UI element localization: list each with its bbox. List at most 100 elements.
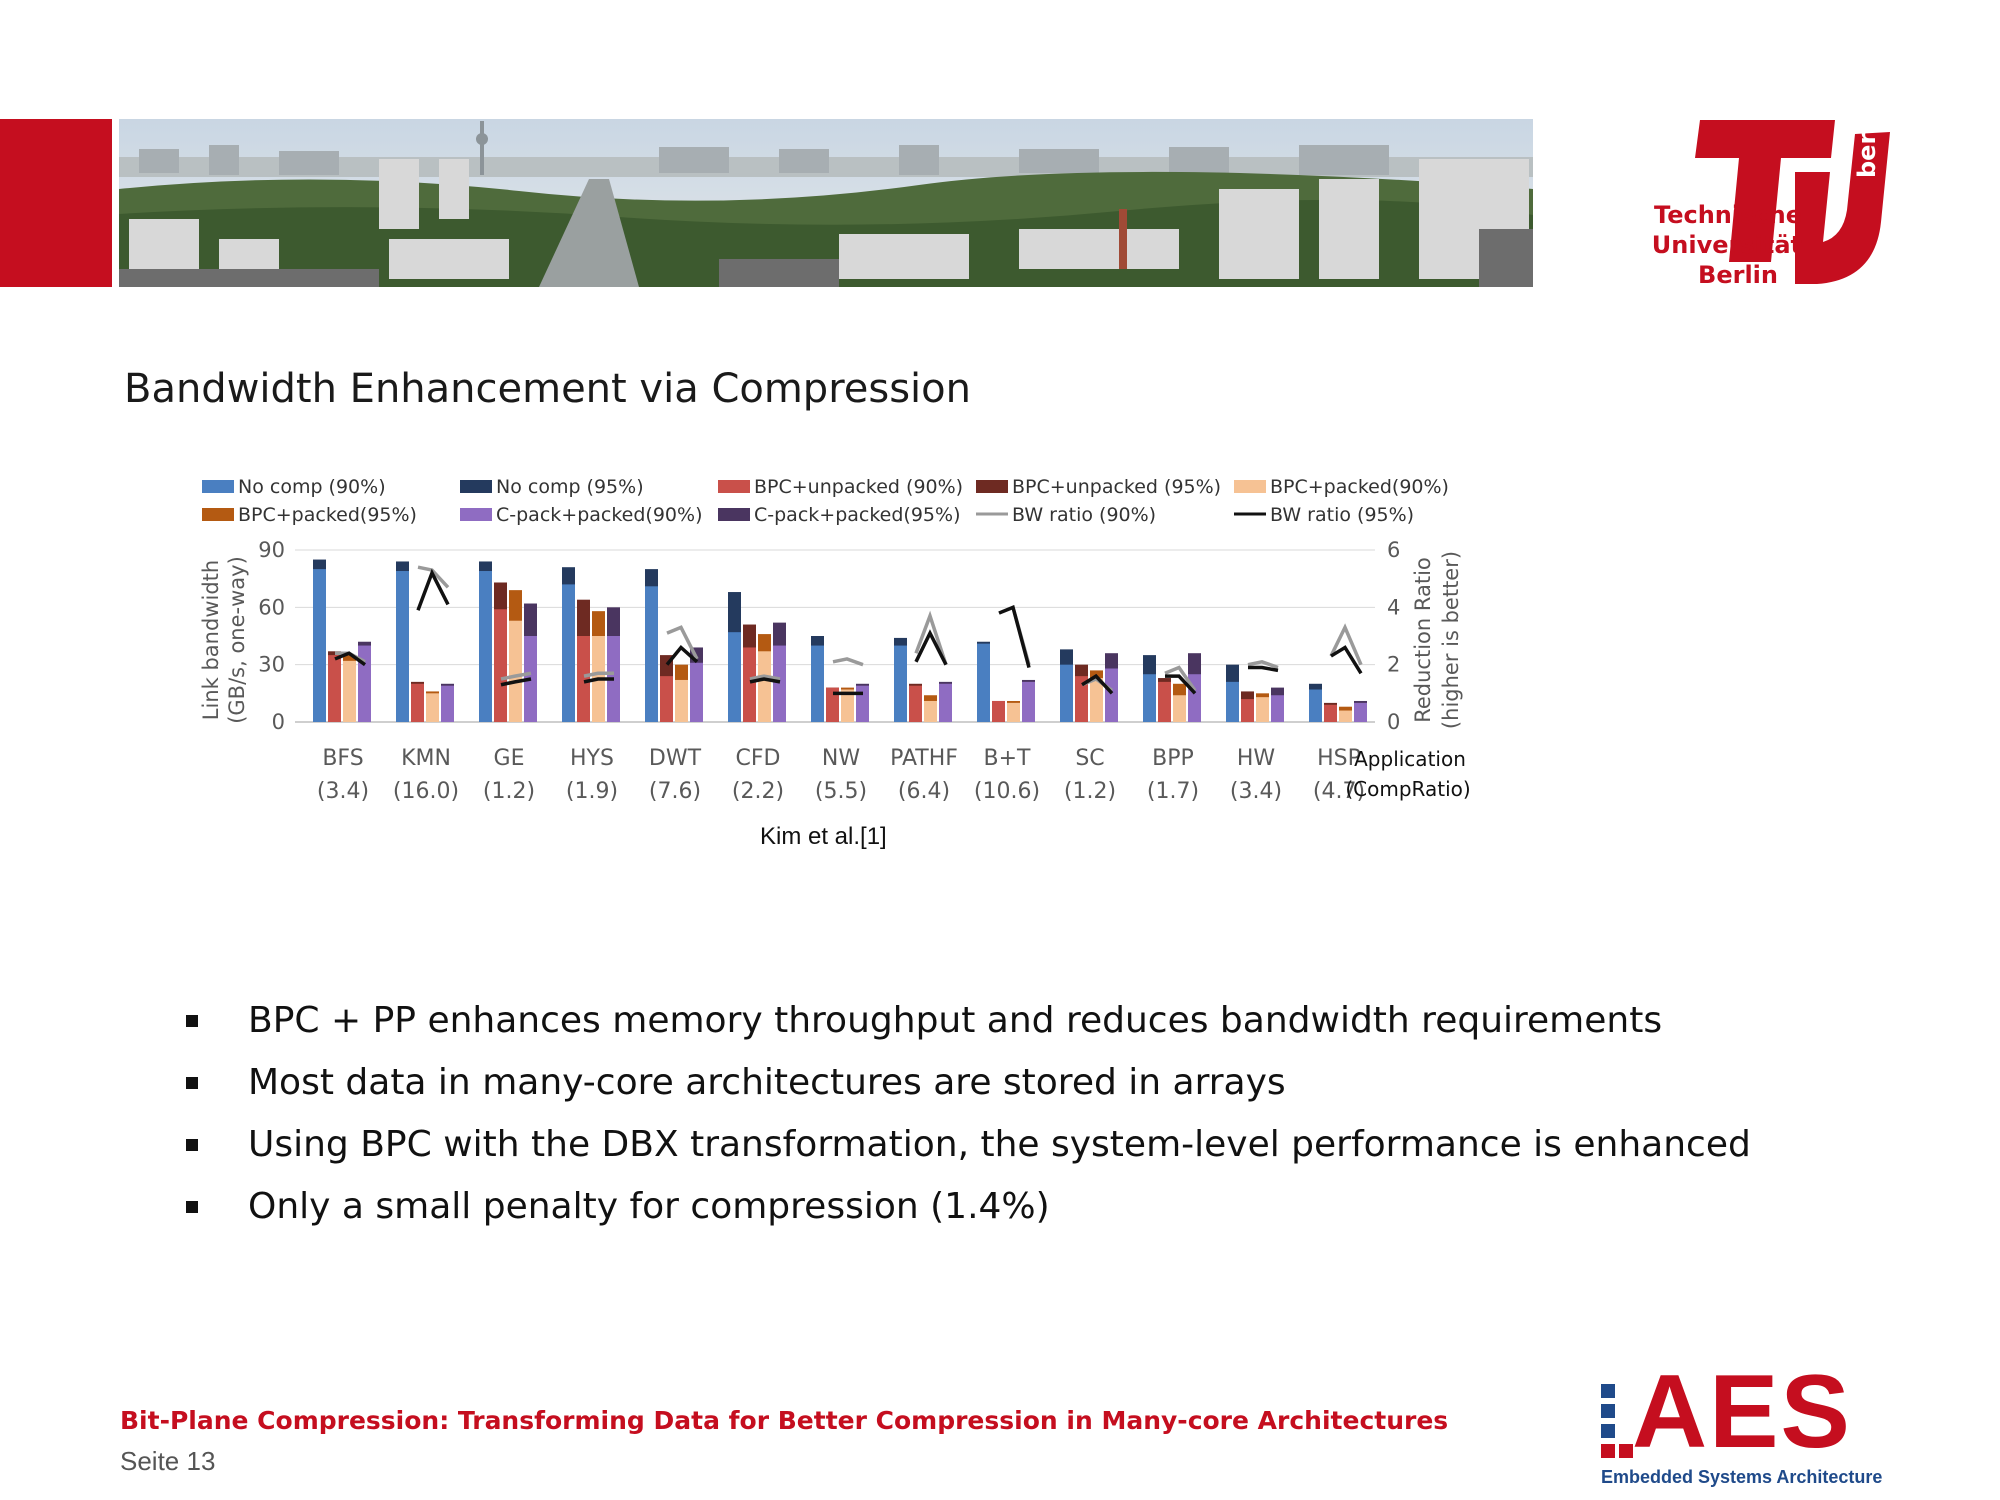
bar [1226, 681, 1239, 722]
x-tick-label: NW [822, 746, 860, 771]
y-tick-label-left: 60 [258, 595, 285, 619]
bw-ratio-line [1330, 645, 1363, 675]
bar [479, 571, 492, 722]
bw-ratio-line [500, 677, 532, 687]
bullet-item: Only a small penalty for compression (1.… [186, 1176, 1751, 1238]
bullet-item: BPC + PP enhances memory throughput and … [186, 990, 1751, 1052]
bar [1075, 676, 1088, 722]
bullet-text: Most data in many-core architectures are… [248, 1062, 1286, 1103]
bandwidth-chart: No comp (90%) No comp (95%) BPC+unpacked (… [190, 470, 1500, 890]
bw-ratio-line [1247, 659, 1279, 670]
bar [675, 679, 688, 722]
x-tick-ratio-label: (7.6) [649, 779, 701, 804]
bw-ratio-line [1164, 665, 1197, 692]
bar [811, 645, 824, 722]
bar [773, 645, 786, 722]
bar [939, 683, 952, 722]
y-tick-label-left: 0 [272, 710, 285, 734]
aes-logo-letters: AES [1632, 1354, 1852, 1470]
bw-ratio-line [1248, 665, 1279, 673]
legend-swatch [1234, 480, 1266, 493]
city-banner-image [119, 119, 1533, 287]
bullet-marker [186, 1015, 198, 1027]
y-tick-label-right: 6 [1387, 538, 1400, 562]
bw-ratio-line [583, 671, 614, 678]
aes-logo-subtitle: Embedded Systems Architecture [1601, 1467, 1883, 1487]
y-axis-title-left-2: (GB/s, one-way) [225, 556, 249, 724]
x-tick-label: HW [1237, 746, 1276, 771]
bullet-list: BPC + PP enhances memory throughput and … [186, 990, 1751, 1238]
tu-wordmark: Technische Universität Berlin [1652, 200, 1802, 290]
bullet-item: Most data in many-core architectures are… [186, 1052, 1751, 1114]
bar [1105, 668, 1118, 722]
bar [1143, 674, 1156, 722]
legend-swatch [718, 508, 750, 521]
bar [396, 571, 409, 722]
x-tick-ratio-label: (6.4) [898, 779, 950, 804]
tu-berlin-logo [1695, 120, 1890, 284]
legend-swatch [976, 480, 1008, 493]
legend-label: BPC+unpacked (90%) [754, 476, 963, 498]
bar [1354, 702, 1367, 722]
legend-label: C-pack+packed(95%) [754, 504, 960, 526]
legend-swatch [202, 508, 234, 521]
bw-ratio-line [416, 568, 450, 611]
tu-wordmark-line2: Universität [1651, 231, 1802, 259]
bullet-text: BPC + PP enhances memory throughput and … [248, 1000, 1663, 1041]
x-tick-label: KMN [401, 746, 451, 771]
bar [1309, 689, 1322, 722]
bar [1324, 704, 1337, 722]
x-axis-title-2: (CompRatio) [1345, 777, 1470, 801]
bar [426, 693, 439, 722]
bw-ratio-line [1165, 674, 1197, 695]
y-axis-title-right: Reduction Ratio [1411, 557, 1435, 723]
x-tick-ratio-label: (1.7) [1147, 779, 1199, 804]
tu-wordmark-line3: Berlin [1698, 261, 1778, 289]
bw-ratio-line [1081, 673, 1114, 695]
x-tick-ratio-label: (3.4) [317, 779, 369, 804]
x-tick-ratio-label: (3.4) [1230, 779, 1282, 804]
x-tick-ratio-label: (1.2) [483, 779, 535, 804]
bar [992, 700, 1005, 722]
legend-label: No comp (95%) [496, 476, 644, 498]
y-tick-label-right: 4 [1387, 595, 1400, 619]
bar [894, 645, 907, 722]
bw-ratio-line [914, 629, 948, 666]
bar [1060, 664, 1073, 722]
bw-ratio-line [749, 674, 781, 681]
y-axis-title-left: Link bandwidth [199, 560, 223, 720]
bar [1339, 710, 1352, 722]
bar [1256, 697, 1269, 722]
legend-label: BW ratio (95%) [1270, 504, 1414, 526]
bullet-text: Only a small penalty for compression (1.… [248, 1186, 1050, 1227]
bar [758, 651, 771, 722]
tu-wordmark-line1: Technische [1654, 201, 1802, 229]
bw-ratio-line [749, 677, 781, 684]
x-tick-label: HYS [570, 746, 614, 771]
x-tick-label: SC [1075, 746, 1104, 771]
x-tick-label: PATHF [890, 746, 958, 771]
x-tick-label: B+T [984, 746, 1032, 771]
bw-ratio-line [666, 625, 699, 660]
bar [909, 685, 922, 722]
legend-swatch [460, 508, 492, 521]
bar [494, 609, 507, 722]
city-skyline-illustration [119, 119, 1533, 287]
x-tick-label: BFS [322, 746, 363, 771]
y-axis-title-right-2: (higher is better) [1439, 551, 1463, 729]
bar [509, 620, 522, 722]
bar [562, 584, 575, 722]
legend-label: BPC+unpacked (95%) [1012, 476, 1221, 498]
bar [743, 647, 756, 722]
bar [358, 645, 371, 722]
x-tick-label: GE [494, 746, 525, 771]
y-tick-label-right: 0 [1387, 710, 1400, 734]
bar [411, 683, 424, 722]
legend-label: BPC+packed(95%) [238, 504, 417, 526]
bar [660, 676, 673, 722]
y-tick-label-left: 90 [258, 538, 285, 562]
legend-label: No comp (90%) [238, 476, 386, 498]
tu-berlin-side-label: berlin [1853, 99, 1881, 178]
bullet-marker [186, 1139, 198, 1151]
bw-ratio-line [832, 657, 864, 667]
